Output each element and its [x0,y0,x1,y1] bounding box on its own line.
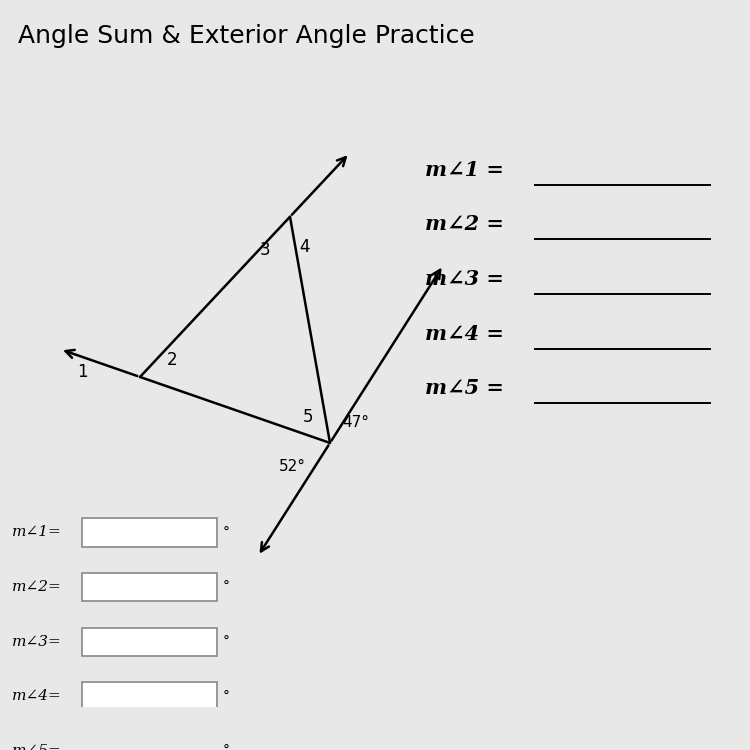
Text: °: ° [223,580,230,594]
Text: °: ° [223,744,230,750]
Text: 5: 5 [303,407,313,425]
Text: m∠3 =: m∠3 = [425,269,504,289]
Bar [82,518,217,547]
Text: °: ° [223,689,230,703]
Bar [82,737,217,750]
Text: 1: 1 [76,363,87,381]
Text: 47°: 47° [342,415,369,430]
Bar [82,573,217,602]
Text: m∠2=: m∠2= [12,580,62,594]
Text: Angle Sum & Exterior Angle Practice: Angle Sum & Exterior Angle Practice [18,23,475,47]
Text: 2: 2 [166,351,177,369]
Text: m∠5 =: m∠5 = [425,378,504,398]
Text: 52°: 52° [278,459,305,474]
Text: m∠2 =: m∠2 = [425,214,504,234]
Text: m∠5=: m∠5= [12,744,62,750]
Text: 3: 3 [260,241,270,259]
Bar [82,628,217,656]
Text: m∠3=: m∠3= [12,634,62,649]
Bar [82,682,217,710]
Text: m∠1 =: m∠1 = [425,160,504,180]
Text: °: ° [223,634,230,649]
Text: m∠4=: m∠4= [12,689,62,703]
Text: °: ° [223,526,230,539]
Text: m∠4 =: m∠4 = [425,323,504,344]
Text: m∠1=: m∠1= [12,526,62,539]
Text: 4: 4 [300,238,310,256]
